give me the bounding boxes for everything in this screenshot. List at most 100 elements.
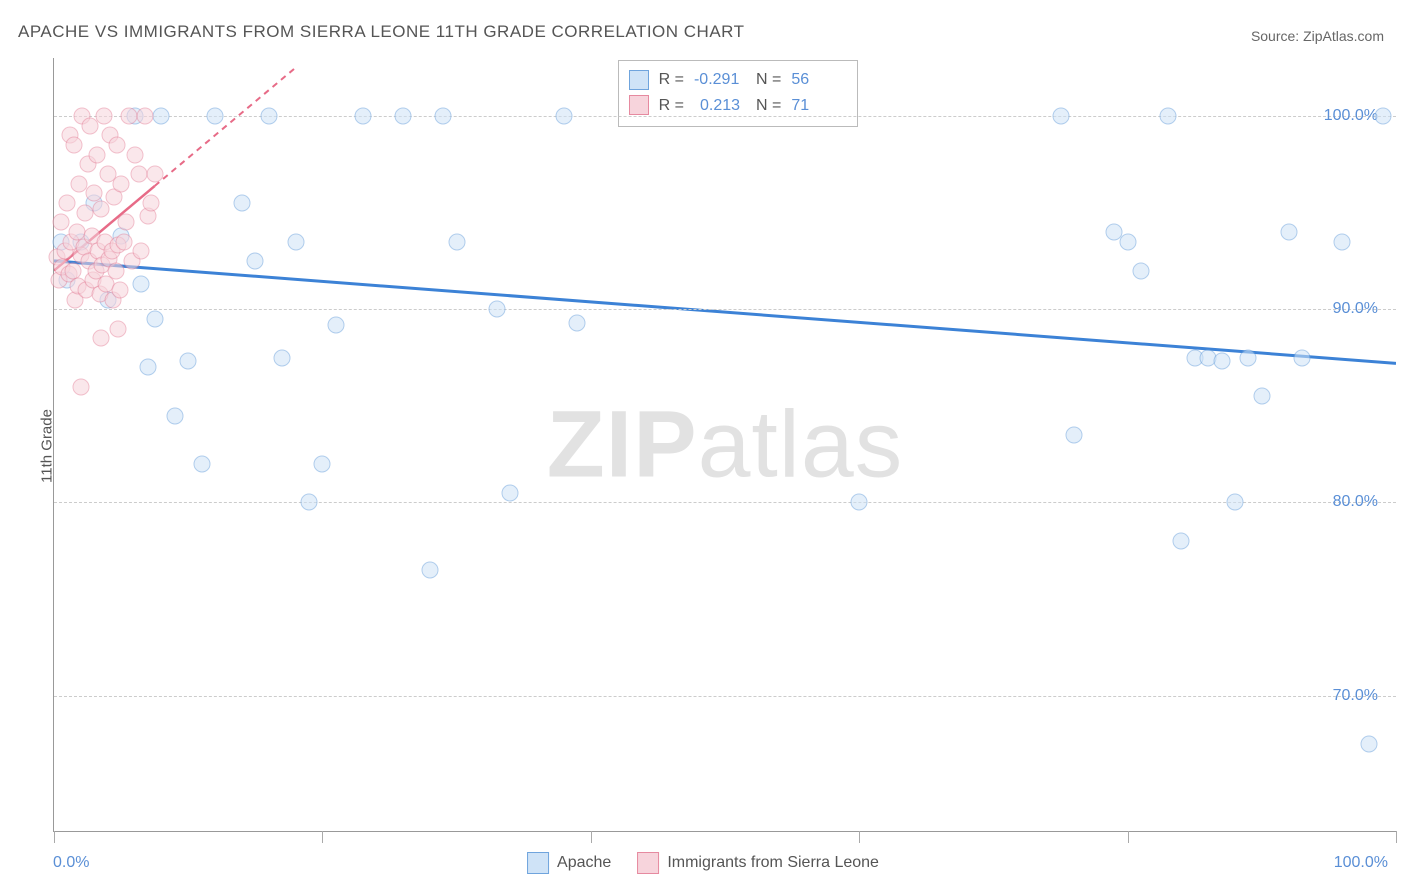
data-point	[448, 233, 465, 250]
legend-swatch-apache	[527, 852, 549, 874]
data-point	[95, 107, 112, 124]
stats-box: R = -0.291 N = 56 R = 0.213 N = 71	[618, 60, 859, 127]
data-point	[133, 243, 150, 260]
data-point	[107, 262, 124, 279]
gridline	[54, 116, 1396, 117]
x-axis-left-label: 0.0%	[53, 854, 89, 872]
data-point	[1253, 388, 1270, 405]
r-label: R =	[659, 67, 684, 93]
data-point	[1173, 533, 1190, 550]
data-point	[1159, 107, 1176, 124]
data-point	[394, 107, 411, 124]
legend-label-sierra: Immigrants from Sierra Leone	[667, 854, 879, 871]
data-point	[146, 165, 163, 182]
data-point	[274, 349, 291, 366]
r-value-sierra: 0.213	[694, 93, 746, 119]
watermark-bold: ZIP	[547, 391, 698, 497]
data-point	[92, 200, 109, 217]
data-point	[64, 262, 81, 279]
n-label: N =	[756, 67, 781, 93]
legend-item-apache: Apache	[527, 852, 611, 874]
data-point	[354, 107, 371, 124]
x-tick	[591, 831, 592, 843]
gridline	[54, 309, 1396, 310]
data-point	[1294, 349, 1311, 366]
data-point	[502, 484, 519, 501]
bottom-legend: Apache Immigrants from Sierra Leone	[527, 852, 879, 874]
x-tick	[54, 831, 55, 843]
stats-row-apache: R = -0.291 N = 56	[629, 67, 844, 93]
n-label: N =	[756, 93, 781, 119]
data-point	[133, 276, 150, 293]
data-point	[1065, 426, 1082, 443]
gridline	[54, 502, 1396, 503]
data-point	[146, 310, 163, 327]
data-point	[435, 107, 452, 124]
y-tick-label: 100.0%	[1324, 107, 1378, 125]
data-point	[207, 107, 224, 124]
data-point	[1119, 233, 1136, 250]
data-point	[555, 107, 572, 124]
data-point	[287, 233, 304, 250]
data-point	[488, 301, 505, 318]
y-tick-label: 70.0%	[1333, 687, 1378, 705]
y-tick-label: 90.0%	[1333, 300, 1378, 318]
data-point	[180, 353, 197, 370]
data-point	[1213, 353, 1230, 370]
data-point	[1052, 107, 1069, 124]
data-point	[121, 107, 138, 124]
data-point	[247, 252, 264, 269]
data-point	[139, 359, 156, 376]
data-point	[1133, 262, 1150, 279]
data-point	[52, 214, 69, 231]
y-tick-label: 80.0%	[1333, 493, 1378, 511]
data-point	[59, 194, 76, 211]
data-point	[233, 194, 250, 211]
x-axis-right-label: 100.0%	[1334, 854, 1388, 872]
n-value-sierra: 71	[791, 93, 843, 119]
stats-row-sierra: R = 0.213 N = 71	[629, 93, 844, 119]
source-label: Source: ZipAtlas.com	[1251, 28, 1384, 44]
data-point	[300, 494, 317, 511]
data-point	[92, 330, 109, 347]
data-point	[88, 146, 105, 163]
data-point	[569, 314, 586, 331]
data-point	[1334, 233, 1351, 250]
plot-area: ZIPatlas R = -0.291 N = 56 R = 0.213 N =…	[53, 58, 1396, 832]
swatch-apache	[629, 70, 649, 90]
data-point	[1240, 349, 1257, 366]
gridline	[54, 696, 1396, 697]
data-point	[1280, 223, 1297, 240]
data-point	[193, 455, 210, 472]
x-tick	[1396, 831, 1397, 843]
data-point	[76, 204, 93, 221]
data-point	[86, 185, 103, 202]
data-point	[113, 175, 130, 192]
swatch-sierra	[629, 95, 649, 115]
data-point	[115, 233, 132, 250]
data-point	[1374, 107, 1391, 124]
data-point	[111, 281, 128, 298]
data-point	[166, 407, 183, 424]
data-point	[142, 194, 159, 211]
r-label: R =	[659, 93, 684, 119]
data-point	[118, 214, 135, 231]
watermark-rest: atlas	[698, 391, 904, 497]
data-point	[260, 107, 277, 124]
data-point	[327, 316, 344, 333]
legend-label-apache: Apache	[557, 854, 611, 871]
data-point	[110, 320, 127, 337]
legend-item-sierra: Immigrants from Sierra Leone	[637, 852, 879, 874]
r-value-apache: -0.291	[694, 67, 746, 93]
data-point	[314, 455, 331, 472]
data-point	[1361, 736, 1378, 753]
data-point	[130, 165, 147, 182]
data-point	[66, 136, 83, 153]
legend-swatch-sierra	[637, 852, 659, 874]
trend-lines	[54, 58, 1396, 831]
data-point	[153, 107, 170, 124]
x-tick	[859, 831, 860, 843]
chart-title: APACHE VS IMMIGRANTS FROM SIERRA LEONE 1…	[18, 22, 745, 42]
data-point	[109, 136, 126, 153]
data-point	[421, 562, 438, 579]
